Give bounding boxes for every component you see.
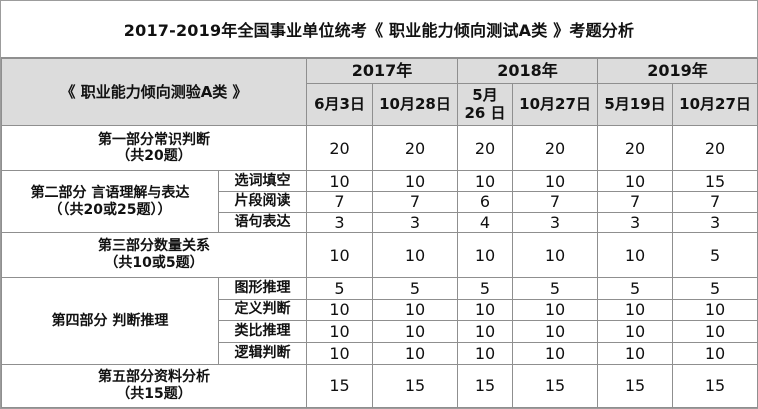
table-row: 片段阅读 7 7 6 7 7 7: [2, 191, 758, 213]
value-cell: 10: [457, 170, 514, 192]
exam-analysis-table: 《 职业能力倾向测验A类 》 2017年 2018年 2019年 6月3日 10…: [1, 57, 758, 408]
table-row: 第三部分数量关系 （共10或5题） 10 10 10 10 10 5: [1, 232, 758, 279]
value-cell: 10: [371, 232, 459, 279]
value-cell: 15: [597, 364, 674, 408]
table-row: 类比推理 10 10 10 10 10 10: [2, 320, 758, 343]
header-year-row: 《 职业能力倾向测验A类 》 2017年 2018年 2019年: [1, 57, 758, 127]
value-cell: 10: [306, 341, 373, 366]
header-year: 2018年: [457, 58, 599, 84]
header-date: 5月19日: [597, 82, 674, 127]
header-year: 2017年: [305, 58, 459, 84]
value-cell: 5: [672, 277, 758, 300]
value-cell: 5: [457, 277, 514, 300]
value-cell: 15: [457, 364, 514, 408]
value-cell: 5: [672, 232, 758, 279]
value-cell: 20: [672, 125, 758, 172]
value-cell: 10: [457, 320, 514, 343]
value-cell: 7: [597, 191, 674, 213]
value-cell: 10: [597, 232, 674, 279]
value-cell: 5: [306, 277, 373, 300]
value-cell: 15: [512, 364, 599, 408]
value-cell: 10: [597, 170, 674, 192]
value-cell: 7: [306, 191, 373, 213]
value-cell: 10: [306, 298, 373, 322]
value-cell: 5: [371, 277, 459, 300]
header-year: 2019年: [597, 58, 758, 84]
value-cell: 10: [512, 341, 599, 366]
value-cell: 10: [597, 298, 674, 322]
header-corner-cell: 《 职业能力倾向测验A类 》: [1, 57, 307, 127]
section-label: 第五部分资料分析 （共15题）: [1, 364, 307, 408]
section-label: 第一部分常识判断 （共20题）: [1, 125, 307, 172]
value-cell: 15: [306, 364, 373, 408]
value-cell: 10: [457, 232, 514, 279]
value-cell: 7: [371, 191, 459, 213]
value-cell: 10: [306, 170, 373, 192]
value-cell: 20: [457, 125, 514, 172]
value-cell: 10: [371, 341, 459, 366]
value-cell: 20: [597, 125, 674, 172]
value-cell: 10: [457, 341, 514, 366]
header-date: 6月3日: [306, 82, 373, 127]
value-cell: 20: [371, 125, 459, 172]
value-cell: 3: [597, 211, 674, 234]
value-cell: 15: [672, 364, 758, 408]
value-cell: 10: [672, 341, 758, 366]
value-cell: 10: [512, 320, 599, 343]
value-cell: 4: [457, 211, 514, 234]
value-cell: 15: [672, 170, 758, 192]
header-date: 10月27日: [512, 82, 599, 127]
value-cell: 10: [371, 320, 459, 343]
value-cell: 10: [672, 320, 758, 343]
value-cell: 10: [597, 341, 674, 366]
header-date: 10月27日: [672, 82, 758, 127]
header-date-row: 6月3日 10月28日 5月 26 日 10月27日 5月19日 10月27日: [2, 82, 758, 127]
value-cell: 20: [306, 125, 373, 172]
section-label: 第四部分 判断推理: [1, 277, 219, 366]
value-cell: 7: [512, 191, 599, 213]
subsection-label: 图形推理: [218, 277, 307, 300]
document-title: 2017-2019年全国事业单位统考《 职业能力倾向测试A类 》考题分析: [1, 1, 757, 58]
value-cell: 5: [597, 277, 674, 300]
value-cell: 6: [457, 191, 514, 213]
table-row: 第一部分常识判断 （共20题） 20 20 20 20 20 20: [1, 125, 758, 172]
value-cell: 3: [672, 211, 758, 234]
subsection-label: 片段阅读: [218, 191, 307, 213]
section-label: 第二部分 言语理解与表达 （（共20或25题））: [1, 170, 219, 234]
header-date: 10月28日: [371, 82, 459, 127]
table-row: 第二部分 言语理解与表达 （（共20或25题）） 选词填空 10 10 10 1…: [1, 170, 758, 234]
value-cell: 15: [371, 364, 459, 408]
subsection-label: 选词填空: [218, 170, 307, 192]
value-cell: 10: [512, 232, 599, 279]
value-cell: 3: [371, 211, 459, 234]
value-cell: 10: [457, 298, 514, 322]
header-date: 5月 26 日: [457, 82, 514, 127]
subsection-label: 类比推理: [218, 320, 307, 343]
value-cell: 10: [672, 298, 758, 322]
value-cell: 10: [306, 320, 373, 343]
value-cell: 10: [371, 298, 459, 322]
subsection-label: 语句表达: [218, 211, 307, 234]
value-cell: 3: [306, 211, 373, 234]
subsection-label: 定义判断: [218, 298, 307, 322]
subsection-label: 逻辑判断: [218, 341, 307, 366]
table-row: 第四部分 判断推理 图形推理 5 5 5 5 5 5: [1, 277, 758, 366]
value-cell: 20: [512, 125, 599, 172]
table-row: 第五部分资料分析 （共15题） 15 15 15 15 15 15: [1, 364, 758, 408]
value-cell: 5: [512, 277, 599, 300]
value-cell: 3: [512, 211, 599, 234]
section-label: 第三部分数量关系 （共10或5题）: [1, 232, 307, 279]
table-row: 定义判断 10 10 10 10 10 10: [2, 298, 758, 322]
value-cell: 10: [306, 232, 373, 279]
value-cell: 7: [672, 191, 758, 213]
value-cell: 10: [371, 170, 459, 192]
value-cell: 10: [512, 298, 599, 322]
table-row: 逻辑判断 10 10 10 10 10 10: [2, 341, 758, 366]
value-cell: 10: [512, 170, 599, 192]
table-row: 语句表达 3 3 4 3 3 3: [2, 211, 758, 234]
value-cell: 10: [597, 320, 674, 343]
